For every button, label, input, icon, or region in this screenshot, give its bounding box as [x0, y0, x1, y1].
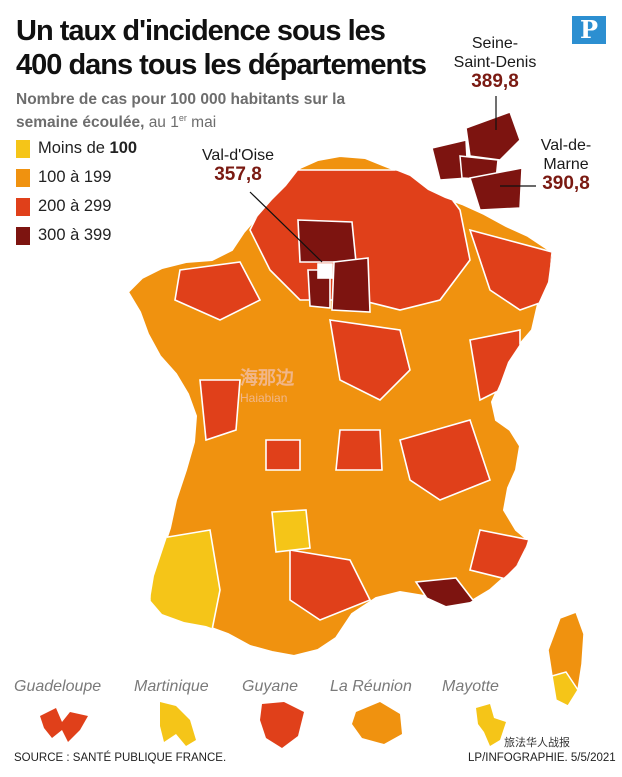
label-guyane: Guyane: [242, 678, 299, 695]
label-vdm-value: 390,8: [542, 173, 590, 194]
label-guadeloupe: Guadeloupe: [14, 678, 102, 695]
legend-swatch-lt100: [16, 139, 30, 158]
watermark-en: Haiabian: [240, 391, 288, 405]
dept-region-east: [469, 329, 521, 402]
le-parisien-logo: P: [572, 16, 606, 44]
dept-region-west2: [199, 379, 241, 442]
dept-region-paca: [469, 529, 532, 581]
legend-swatch-100-199: [16, 168, 30, 187]
watermark-cn: 海那边: [240, 368, 294, 388]
dept-seine-et-marne: [331, 257, 371, 313]
legend-label-bold: 100: [109, 139, 138, 157]
paris-inset: [431, 111, 523, 211]
label-val-de-marne: Val-de- Marne 390,8: [526, 136, 606, 193]
legend-label: 300 à 399: [38, 226, 112, 244]
dept-region-southwest: [149, 529, 221, 642]
guadeloupe-shape: [40, 708, 88, 742]
label-val-d-oise-name: Val-d'Oise: [201, 147, 275, 164]
wechat-watermark: 旅法华人战报: [504, 737, 570, 749]
dept-region-sud: [289, 549, 372, 621]
reunion-shape: [352, 702, 402, 744]
dept-region-northeast: [468, 228, 552, 311]
subtitle-main: Nombre de cas pour 100 000 habitants sur…: [16, 91, 346, 132]
label-val-d-oise-value: 357,8: [214, 164, 262, 185]
inset-seine-saint-denis: [465, 111, 521, 161]
legend: Moins de 100 100 à 199 200 à 299 300 à 3…: [16, 134, 137, 250]
legend-label: 100 à 199: [38, 168, 112, 186]
page-title: Un taux d'incidence sous les 400 dans to…: [16, 15, 427, 81]
label-ssd-value: 389,8: [471, 71, 519, 92]
legend-label: Moins de 100: [38, 139, 137, 158]
label-mayotte: Mayotte: [442, 678, 499, 695]
legend-item: 300 à 399: [16, 221, 137, 250]
label-la-reunion: La Réunion: [330, 678, 412, 695]
watermark: 海那边 Haiabian: [240, 368, 294, 408]
dept-region-west: [174, 261, 262, 321]
label-martinique: Martinique: [134, 678, 209, 695]
legend-label-text: Moins de: [38, 139, 110, 157]
mayotte-shape: [476, 704, 506, 746]
dept-paris-petite-couronne: [317, 263, 333, 279]
label-val-d-oise: Val-d'Oise 357,8: [188, 146, 288, 184]
legend-item: 100 à 199: [16, 163, 137, 192]
legend-item: Moins de 100: [16, 134, 137, 163]
label-ssd-name-1: Seine-: [471, 35, 519, 52]
corsica-south: [551, 671, 579, 707]
martinique-shape: [160, 702, 196, 746]
source-note: SOURCE : SANTÉ PUBLIQUE FRANCE.: [14, 752, 227, 764]
legend-label: 200 à 299: [38, 197, 112, 215]
callout-line-val-oise: [249, 191, 323, 263]
credit-note: LP/INFOGRAPHIE. 5/5/2021: [468, 752, 616, 764]
label-ssd-name-2: Saint-Denis: [453, 54, 537, 71]
label-seine-saint-denis: Seine- Saint-Denis 389,8: [440, 34, 550, 91]
subtitle: Nombre de cas pour 100 000 habitants sur…: [16, 90, 396, 132]
guyane-shape: [260, 702, 304, 748]
label-vdm-name-1: Val-de-: [540, 137, 592, 154]
dept-val-d-oise: [297, 219, 357, 263]
dept-region-limousin: [265, 439, 301, 471]
dept-cantal: [271, 509, 311, 553]
dept-region-centre2: [335, 429, 383, 471]
subtitle-date-text: au 1: [148, 114, 179, 132]
subtitle-end: mai: [186, 114, 217, 132]
legend-item: 200 à 299: [16, 192, 137, 221]
legend-swatch-300-399: [16, 226, 30, 245]
dept-region-rhone: [399, 419, 491, 501]
inset-val-de-marne: [469, 167, 523, 211]
dept-region-center: [329, 319, 411, 401]
legend-swatch-200-299: [16, 197, 30, 216]
subtitle-sup: er: [178, 113, 187, 123]
label-vdm-name-2: Marne: [543, 156, 589, 173]
subtitle-date: au 1er mai: [148, 113, 217, 132]
